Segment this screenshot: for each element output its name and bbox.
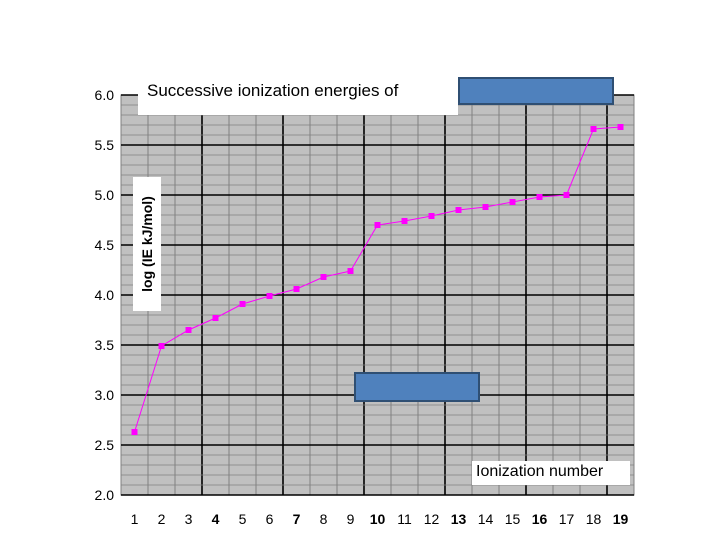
x-tick-label: 3 bbox=[185, 511, 193, 527]
data-point bbox=[374, 222, 381, 228]
y-tick-label: 2.0 bbox=[95, 487, 115, 503]
data-point bbox=[563, 192, 570, 198]
data-point bbox=[320, 274, 327, 280]
grid bbox=[120, 94, 635, 496]
x-tick-label: 19 bbox=[613, 511, 629, 527]
y-tick-label: 5.0 bbox=[95, 187, 115, 203]
data-point bbox=[158, 343, 165, 349]
y-tick-label: 5.5 bbox=[95, 137, 115, 153]
data-points bbox=[131, 124, 624, 435]
x-tick-label: 12 bbox=[424, 511, 440, 527]
data-point bbox=[509, 199, 516, 205]
redaction-box-title bbox=[458, 77, 614, 105]
data-point bbox=[455, 207, 462, 213]
data-point bbox=[590, 126, 597, 132]
x-tick-label: 5 bbox=[239, 511, 247, 527]
y-tick-label: 6.0 bbox=[95, 87, 115, 103]
data-point bbox=[185, 327, 192, 333]
y-tick-label: 4.5 bbox=[95, 237, 115, 253]
title-background bbox=[138, 77, 458, 115]
data-point bbox=[482, 204, 489, 210]
x-tick-labels: 1 2 3 4 5 6 7 8 9 10 11 12 13 14 15 16 17 18 19 bbox=[131, 511, 629, 527]
x-tick-label: 14 bbox=[478, 511, 494, 527]
redaction-box-middle bbox=[354, 372, 480, 402]
x-axis-label-background bbox=[472, 461, 630, 485]
data-point bbox=[212, 315, 219, 321]
x-tick-label: 4 bbox=[212, 511, 220, 527]
y-tick-labels: 2.0 2.5 3.0 3.5 4.0 4.5 5.0 5.5 6.0 bbox=[95, 87, 115, 503]
x-tick-label: 17 bbox=[559, 511, 575, 527]
x-axis-label: Ionization number bbox=[476, 463, 604, 480]
data-point bbox=[266, 293, 273, 299]
x-tick-label: 8 bbox=[320, 511, 328, 527]
data-point bbox=[131, 429, 138, 435]
data-point bbox=[401, 218, 408, 224]
y-axis-label-background bbox=[133, 177, 161, 311]
x-tick-label: 18 bbox=[586, 511, 602, 527]
x-tick-label: 9 bbox=[347, 511, 355, 527]
x-tick-label: 2 bbox=[158, 511, 166, 527]
x-tick-label: 16 bbox=[532, 511, 548, 527]
data-point bbox=[428, 213, 435, 219]
y-tick-label: 2.5 bbox=[95, 437, 115, 453]
x-tick-label: 13 bbox=[451, 511, 467, 527]
x-tick-label: 7 bbox=[293, 511, 301, 527]
data-point bbox=[617, 124, 624, 130]
y-tick-label: 3.5 bbox=[95, 337, 115, 353]
chart-title: Successive ionization energies of bbox=[147, 81, 399, 100]
x-tick-label: 15 bbox=[505, 511, 521, 527]
x-tick-label: 6 bbox=[266, 511, 274, 527]
data-point bbox=[293, 286, 300, 292]
data-point bbox=[536, 194, 543, 200]
x-tick-label: 10 bbox=[370, 511, 386, 527]
x-tick-label: 11 bbox=[397, 511, 412, 527]
y-tick-label: 3.0 bbox=[95, 387, 115, 403]
y-axis-label: log (IE kJ/mol) bbox=[139, 196, 155, 292]
data-point bbox=[239, 301, 246, 307]
x-tick-label: 1 bbox=[131, 511, 139, 527]
y-tick-label: 4.0 bbox=[95, 287, 115, 303]
data-point bbox=[347, 268, 354, 274]
